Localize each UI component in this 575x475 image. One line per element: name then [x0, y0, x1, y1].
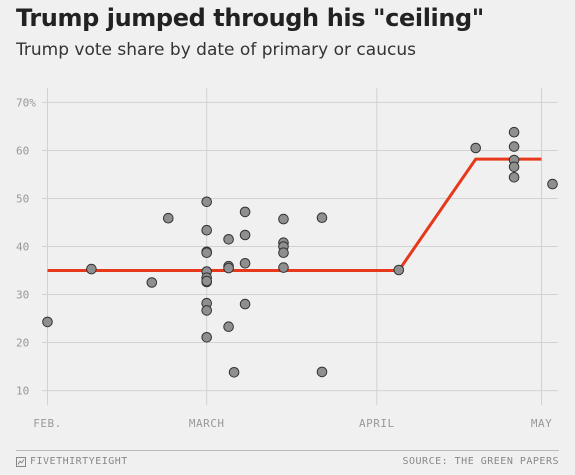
- y-tick-label: 70%: [16, 96, 36, 109]
- data-point: [201, 275, 212, 287]
- footer-divider: [16, 450, 559, 451]
- data-point: [223, 321, 234, 333]
- data-point: [470, 142, 482, 154]
- data-point: [278, 213, 289, 225]
- data-point: [278, 262, 289, 273]
- data-point: [201, 247, 212, 258]
- data-point: [508, 126, 520, 138]
- x-tick-label: APRIL: [359, 417, 395, 430]
- data-points: [42, 126, 558, 378]
- source-credit: SOURCE: THE GREEN PAPERS: [402, 456, 559, 467]
- fivethirtyeight-logo-icon: [16, 456, 26, 467]
- y-tick-label: 20: [16, 337, 29, 350]
- data-point: [201, 224, 212, 236]
- x-tick-label: FEB.: [33, 417, 62, 430]
- data-point: [163, 212, 174, 224]
- grid-lines: [42, 88, 558, 405]
- data-point: [278, 247, 289, 258]
- data-point: [316, 212, 328, 223]
- data-point: [393, 264, 405, 276]
- y-tick-label: 60: [16, 144, 29, 157]
- data-point: [316, 366, 328, 378]
- data-point: [547, 178, 558, 190]
- data-point: [223, 262, 234, 274]
- x-axis-ticks: FEB. MARCH APRIL MAY: [33, 417, 552, 430]
- data-point: [42, 316, 53, 328]
- data-point: [201, 305, 212, 316]
- data-point: [239, 206, 251, 218]
- data-point: [508, 141, 520, 152]
- data-point: [508, 172, 520, 183]
- y-tick-label: 50: [16, 192, 29, 205]
- y-tick-label: 40: [16, 241, 29, 254]
- data-point: [201, 196, 212, 208]
- x-tick-label: MARCH: [189, 417, 225, 430]
- data-point: [223, 234, 234, 245]
- data-point: [508, 161, 520, 173]
- data-point: [228, 367, 240, 378]
- chart-subtitle: Trump vote share by date of primary or c…: [16, 40, 416, 60]
- x-tick-label: MAY: [531, 417, 552, 430]
- chart-title: Trump jumped through his "ceiling": [16, 4, 484, 32]
- footer: FIVETHIRTYEIGHT SOURCE: THE GREEN PAPERS: [0, 450, 575, 475]
- scatter-chart: 70% 60 50 40 30 20 10 FEB. MARCH APRIL MAY: [16, 88, 558, 430]
- y-axis-ticks: 70% 60 50 40 30 20 10: [16, 96, 36, 397]
- ceiling-line-layer: [47, 157, 542, 272]
- data-point: [201, 332, 212, 343]
- y-tick-label: 30: [16, 289, 29, 302]
- brand-name: FIVETHIRTYEIGHT: [30, 456, 128, 467]
- data-point: [239, 298, 251, 310]
- ceiling-line: [47, 157, 542, 272]
- data-point: [239, 258, 251, 269]
- data-point: [146, 277, 158, 288]
- data-point: [239, 229, 251, 241]
- y-tick-label: 10: [16, 385, 29, 398]
- brand: FIVETHIRTYEIGHT: [16, 456, 128, 467]
- data-point: [86, 263, 97, 275]
